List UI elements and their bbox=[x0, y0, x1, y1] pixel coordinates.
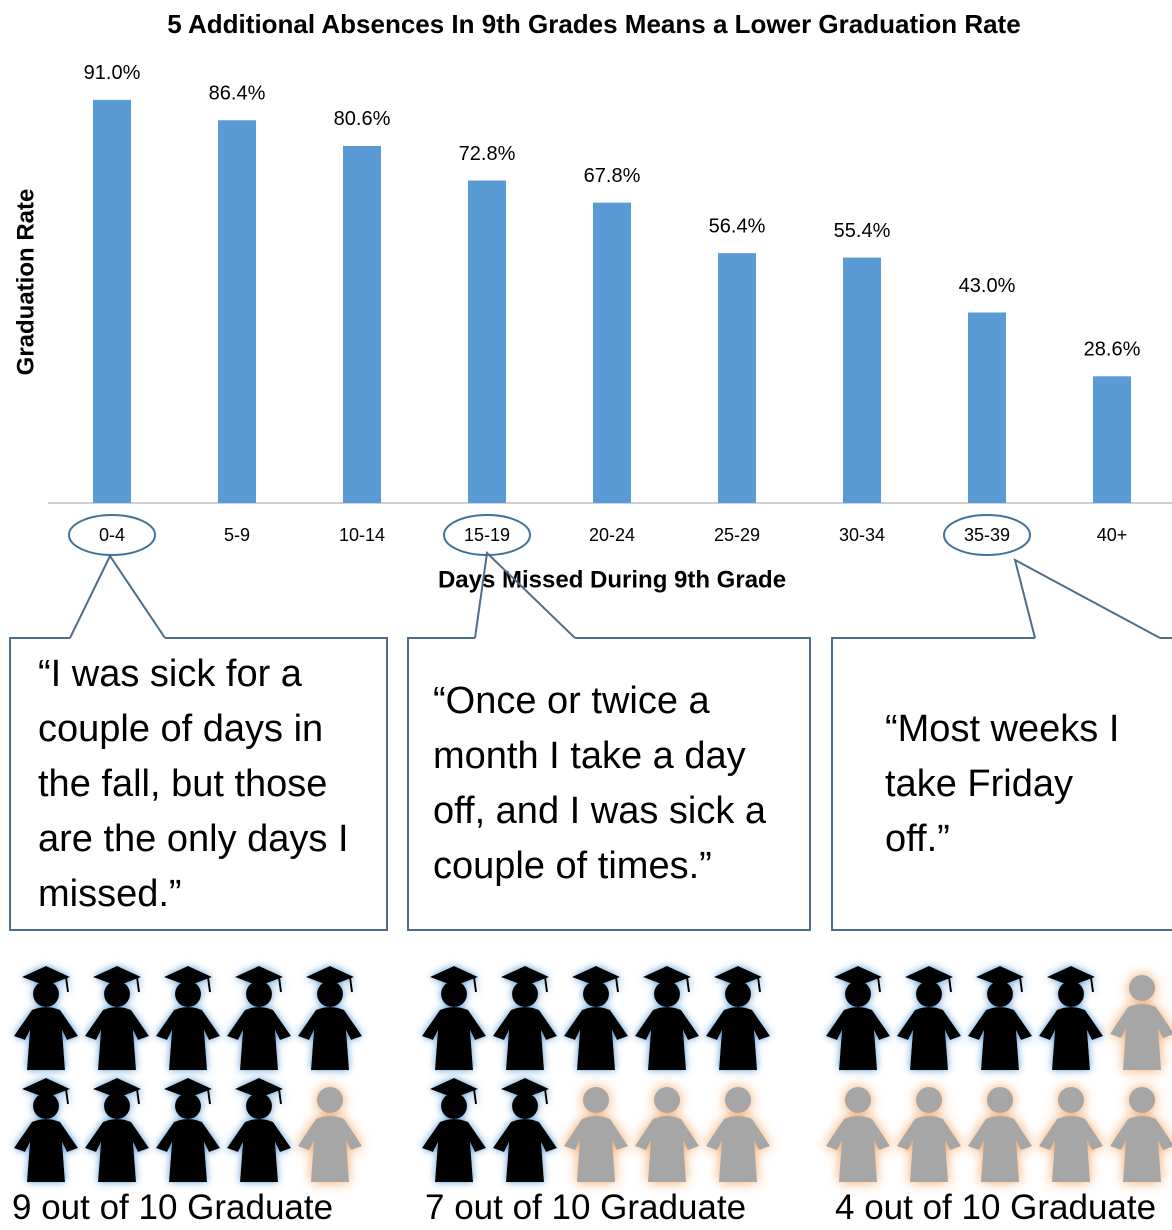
bar bbox=[468, 180, 506, 503]
bar bbox=[593, 203, 631, 503]
graduate-icon bbox=[227, 966, 291, 1070]
x-tick-label: 35-39 bbox=[964, 525, 1010, 545]
graduate-icon bbox=[635, 966, 699, 1070]
bar bbox=[218, 120, 256, 503]
graduation-caption: 9 out of 10 Graduate bbox=[12, 1188, 333, 1228]
graduate-icon bbox=[156, 966, 220, 1070]
callout-quote: “I was sick for a couple of days in the … bbox=[10, 638, 387, 930]
non-graduate-icon bbox=[1110, 975, 1172, 1070]
non-graduate-icon bbox=[897, 1087, 961, 1182]
graduate-icon bbox=[826, 966, 890, 1070]
graduate-icon bbox=[897, 966, 961, 1070]
graduation-caption: 7 out of 10 Graduate bbox=[425, 1188, 746, 1228]
data-label: 86.4% bbox=[209, 83, 266, 105]
non-graduate-icon bbox=[564, 1087, 628, 1182]
graduate-icon bbox=[298, 966, 362, 1070]
data-label: 80.6% bbox=[334, 108, 391, 130]
bar bbox=[843, 258, 881, 503]
non-graduate-icon bbox=[1039, 1087, 1103, 1182]
x-tick-label: 25-29 bbox=[714, 525, 760, 545]
bar bbox=[1093, 376, 1131, 503]
bar bbox=[343, 146, 381, 503]
bar bbox=[93, 100, 131, 503]
graduate-icon bbox=[227, 1078, 291, 1182]
x-tick-label: 15-19 bbox=[464, 525, 510, 545]
non-graduate-icon bbox=[968, 1087, 1032, 1182]
chart-title: 5 Additional Absences In 9th Grades Mean… bbox=[167, 9, 1020, 39]
graduate-icon bbox=[14, 966, 78, 1070]
x-axis-label: Days Missed During 9th Grade bbox=[438, 566, 786, 593]
graduate-icon bbox=[493, 966, 557, 1070]
data-label: 72.8% bbox=[459, 143, 516, 165]
x-tick-label: 0-4 bbox=[99, 525, 125, 545]
graduation-caption: 4 out of 10 Graduate bbox=[835, 1188, 1156, 1228]
graduate-icon bbox=[422, 1078, 486, 1182]
graduate-icon bbox=[85, 1078, 149, 1182]
graduate-icon bbox=[564, 966, 628, 1070]
graduate-icon bbox=[1039, 966, 1103, 1070]
y-axis-label: Graduation Rate bbox=[12, 189, 39, 376]
data-label: 28.6% bbox=[1084, 339, 1141, 361]
graduate-icon bbox=[422, 966, 486, 1070]
data-label: 56.4% bbox=[709, 215, 766, 237]
x-tick-label: 20-24 bbox=[589, 525, 635, 545]
non-graduate-icon bbox=[1110, 1087, 1172, 1182]
x-tick-label: 40+ bbox=[1097, 525, 1128, 545]
non-graduate-icon bbox=[706, 1087, 770, 1182]
data-label: 67.8% bbox=[584, 165, 641, 187]
bar bbox=[968, 313, 1006, 503]
data-label: 55.4% bbox=[834, 220, 891, 242]
graduate-icon bbox=[14, 1078, 78, 1182]
callout-quote: “Once or twice a month I take a day off,… bbox=[408, 638, 810, 930]
data-label: 91.0% bbox=[84, 62, 141, 84]
data-label: 43.0% bbox=[959, 275, 1016, 297]
bar bbox=[718, 253, 756, 503]
x-tick-label: 5-9 bbox=[224, 525, 250, 545]
non-graduate-icon bbox=[635, 1087, 699, 1182]
infographic: 5 Additional Absences In 9th Grades Mean… bbox=[0, 0, 1172, 1230]
graduate-icon bbox=[706, 966, 770, 1070]
x-tick-label: 10-14 bbox=[339, 525, 385, 545]
graduate-icon bbox=[968, 966, 1032, 1070]
non-graduate-icon bbox=[298, 1087, 362, 1182]
graduate-icon bbox=[493, 1078, 557, 1182]
chart: 5 Additional Absences In 9th Grades Mean… bbox=[0, 0, 1172, 1230]
graduate-icon bbox=[85, 966, 149, 1070]
graduate-icon bbox=[156, 1078, 220, 1182]
non-graduate-icon bbox=[826, 1087, 890, 1182]
x-tick-label: 30-34 bbox=[839, 525, 885, 545]
callout-quote: “Most weeks I take Friday off.” bbox=[832, 638, 1132, 930]
